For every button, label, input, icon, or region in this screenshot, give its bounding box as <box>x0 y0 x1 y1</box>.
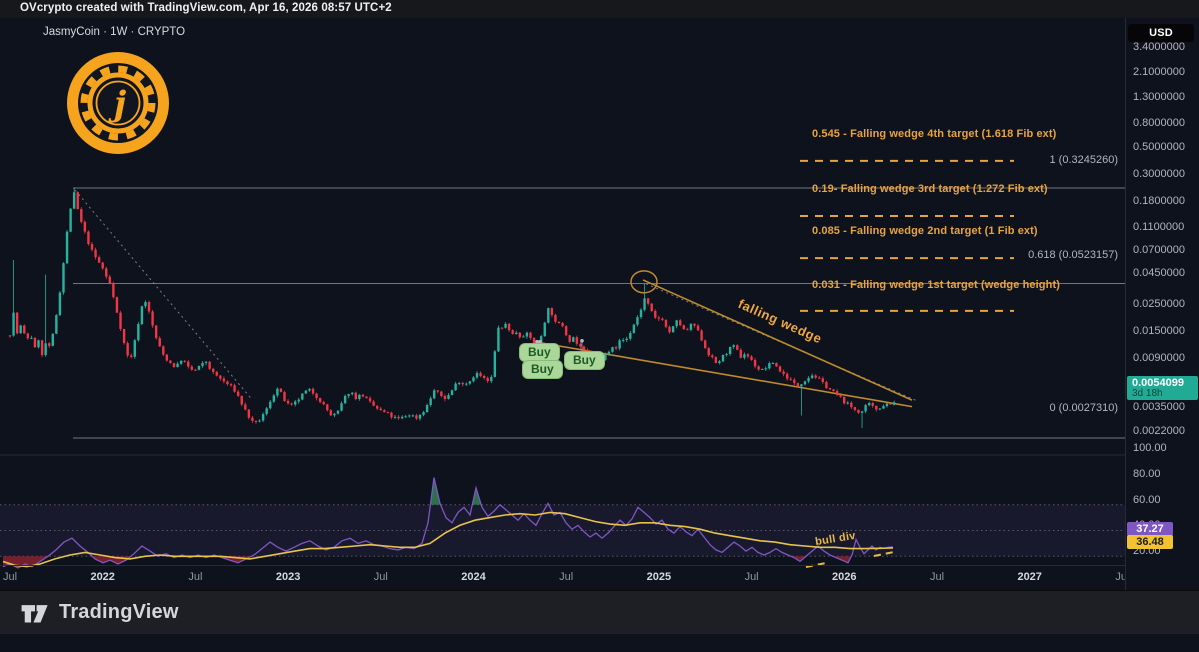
target-label-2nd[interactable]: 0.085 - Falling wedge 2nd target (1 Fib … <box>812 225 1038 237</box>
last-price-value: 0.0054099 <box>1132 377 1184 390</box>
target-label-3rd[interactable]: 0.19- Falling wedge 3rd target (1.272 Fi… <box>812 183 1048 195</box>
buy-marker[interactable]: Buy <box>564 351 605 370</box>
price-tick-label: 0.0022000 <box>1133 425 1185 438</box>
rsi-tick-label: 100.00 <box>1133 442 1167 454</box>
price-tick-label: 2.1000000 <box>1133 66 1185 79</box>
price-tick-label: 0.0250000 <box>1133 298 1185 311</box>
time-tick-label: 2026 <box>832 571 857 583</box>
time-tick-label: Jul <box>929 571 945 583</box>
tradingview-wordmark[interactable]: TradingView <box>59 601 179 623</box>
rsi-tick-label: 80.00 <box>1133 467 1161 480</box>
price-tick-label: 0.8000000 <box>1133 116 1185 129</box>
price-tick-label: 1.3000000 <box>1133 91 1185 104</box>
target-label-1st[interactable]: 0.031 - Falling wedge 1st target (wedge … <box>812 279 1060 291</box>
fib-label-0618[interactable]: 0.618 (0.0523157) <box>1028 249 1118 261</box>
credit-bar: OVcrypto created with TradingView.com, A… <box>0 0 1199 18</box>
time-tick-label: 2027 <box>1017 571 1042 583</box>
price-tick-label: 0.0450000 <box>1133 267 1185 280</box>
wedge-line <box>642 279 913 401</box>
time-tick-label: 2023 <box>275 571 301 583</box>
rsi-tick-label: 60.00 <box>1133 493 1161 506</box>
rsi-ma-value-badge: 36.48 <box>1127 534 1173 549</box>
fib-label-0[interactable]: 0 (0.0027310) <box>1049 402 1119 414</box>
footer-bar: TradingView <box>0 590 1199 634</box>
rsi-ma-line <box>2 511 894 568</box>
symbol-legend[interactable]: JasmyCoin · 1W · CRYPTO <box>43 26 186 38</box>
price-tick-label: 0.3000000 <box>1133 168 1185 181</box>
price-tick-label: 0.1100000 <box>1133 220 1185 233</box>
price-tick-label: 0.0035000 <box>1133 400 1185 413</box>
price-tick-label: 0.1800000 <box>1133 194 1185 207</box>
target-label-4th[interactable]: 0.545 - Falling wedge 4th target (1.618 … <box>812 128 1057 140</box>
time-tick-label: 2025 <box>646 571 672 583</box>
time-tick-label: Jul <box>188 571 203 583</box>
chart-graphics <box>0 159 1125 569</box>
currency-toggle-button[interactable]: USD <box>1128 24 1194 42</box>
bar-countdown: 3d 18h <box>1132 388 1163 400</box>
price-tick-label: 3.4000000 <box>1133 41 1185 54</box>
time-tick-label: Jul <box>744 571 759 583</box>
circle-marker <box>630 270 658 294</box>
jasmycoin-logo-icon: j <box>67 52 169 154</box>
price-tick-label: 0.0150000 <box>1133 324 1185 337</box>
time-tick-label: Jul <box>2 571 18 583</box>
last-price-badge: 0.0054099 3d 18h <box>1127 376 1198 401</box>
price-tick-label: 0.5000000 <box>1133 141 1185 154</box>
rsi-value-badge: 37.27 <box>1127 521 1173 536</box>
credit-text: OVcrypto created with TradingView.com, A… <box>20 2 392 14</box>
tradingview-logo-icon[interactable] <box>20 599 50 627</box>
time-tick-label: 2022 <box>90 571 115 583</box>
price-scale[interactable]: USD 0.0054099 3d 18h 37.27 36.48 3.40000… <box>1125 18 1199 590</box>
candlestick-series <box>8 188 896 429</box>
price-chart-canvas[interactable] <box>0 18 1199 590</box>
price-tick-label: 0.0700000 <box>1133 244 1185 257</box>
price-tick-label: 0.0090000 <box>1133 351 1185 364</box>
time-tick-label: Jul <box>559 571 574 583</box>
fib-label-1[interactable]: 1 (0.3245260) <box>1049 154 1119 166</box>
time-scale[interactable]: Jul 2022 Jul 2023 Jul 2024 Jul 2025 Jul 2026 Jul 20… <box>0 565 1199 590</box>
time-tick-label: 2024 <box>461 571 486 583</box>
time-tick-label: Jul <box>373 571 388 583</box>
dotted-trendline <box>74 189 253 400</box>
buy-marker[interactable]: Buy <box>522 360 563 379</box>
